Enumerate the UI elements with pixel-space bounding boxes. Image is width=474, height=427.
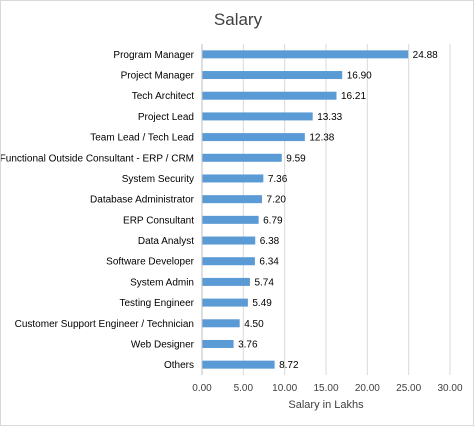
x-tick-label: 10.00 [272, 383, 297, 394]
data-label: 12.38 [309, 133, 334, 144]
x-tick-label: 25.00 [396, 383, 421, 394]
category-label: System Admin [130, 277, 194, 288]
x-tick-label: 20.00 [355, 383, 380, 394]
bar [202, 319, 240, 328]
data-label: 16.21 [341, 91, 366, 102]
data-label: 13.33 [317, 112, 342, 123]
category-label: Project Manager [121, 71, 195, 82]
data-label: 24.88 [413, 50, 438, 61]
x-axis-title: Salary in Lakhs [288, 399, 364, 411]
bar [202, 174, 264, 183]
data-label: 7.36 [268, 174, 288, 185]
category-label: Web Designer [131, 339, 195, 350]
data-label: 9.59 [286, 153, 306, 164]
x-tick-label: 5.00 [234, 383, 254, 394]
bar [202, 298, 248, 307]
data-label: 5.74 [254, 277, 274, 288]
category-label: Project Lead [138, 112, 194, 123]
bar [202, 91, 337, 100]
data-label: 4.50 [244, 319, 264, 330]
bar [202, 71, 343, 80]
data-label: 6.38 [260, 236, 280, 247]
bar [202, 339, 234, 348]
data-label: 16.90 [347, 71, 372, 82]
bar [202, 50, 409, 59]
category-label: Customer Support Engineer / Technician [15, 319, 194, 330]
data-label: 3.76 [238, 339, 258, 350]
category-label: ERP Consultant [123, 215, 194, 226]
category-label: Program Manager [113, 50, 194, 61]
chart-title: Salary [213, 10, 263, 29]
bar [202, 277, 250, 286]
bar [202, 195, 263, 204]
category-label: Tech Architect [132, 91, 194, 102]
data-label: 8.72 [279, 360, 299, 371]
category-label: Database Administrator [90, 195, 195, 206]
bar [202, 257, 255, 266]
data-label: 6.79 [263, 215, 283, 226]
x-tick-label: 15.00 [313, 383, 338, 394]
category-label: Team Lead / Tech Lead [90, 133, 194, 144]
data-label: 6.34 [259, 257, 279, 268]
bar [202, 133, 305, 142]
bar [202, 360, 275, 369]
bar [202, 112, 313, 121]
data-label: 5.49 [252, 298, 272, 309]
data-label: 7.20 [267, 195, 287, 206]
category-label: Testing Engineer [120, 298, 195, 309]
category-label: Others [164, 360, 194, 371]
bar [202, 215, 259, 224]
category-label: Data Analyst [138, 236, 194, 247]
category-label: System Security [122, 174, 194, 185]
x-tick-label: 30.00 [437, 383, 462, 394]
category-label: Software Developer [106, 257, 194, 268]
bar [202, 236, 256, 245]
bar [202, 153, 282, 162]
x-tick-label: 0.00 [192, 383, 212, 394]
category-label: Functional Outside Consultant - ERP / CR… [1, 153, 194, 164]
